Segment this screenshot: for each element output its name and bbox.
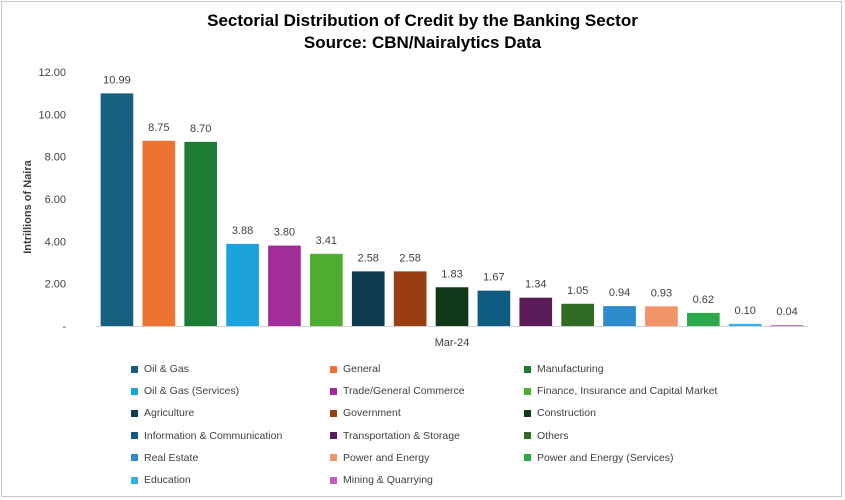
y-tick-label: 4.00 (45, 236, 66, 248)
data-label: 1.34 (525, 279, 546, 291)
y-axis: - 2.00 4.00 6.00 8.00 10.00 12.00 (38, 67, 66, 333)
data-label: 2.58 (358, 252, 379, 264)
chart-title-block: Sectorial Distribution of Credit by the … (0, 10, 845, 54)
bar (645, 306, 678, 326)
bar (100, 93, 134, 326)
bar (393, 271, 427, 326)
bar (728, 323, 762, 326)
y-tick-label: 10.00 (38, 109, 66, 121)
x-category-label: Mar-24 (435, 337, 470, 349)
bar (603, 306, 636, 326)
bar (686, 312, 720, 326)
data-label: 8.70 (190, 123, 211, 135)
bar (770, 325, 804, 326)
data-label: 8.75 (148, 122, 169, 134)
bar (226, 243, 259, 326)
bar (519, 297, 553, 326)
y-tick-label: 12.00 (38, 67, 66, 79)
y-tick-label: - (62, 321, 66, 333)
data-label: 10.99 (103, 74, 131, 86)
data-label: 3.88 (232, 225, 253, 237)
chart-subtitle: Source: CBN/Nairalytics Data (303, 33, 542, 52)
data-label: 1.67 (483, 272, 504, 284)
bar (351, 271, 385, 326)
bar (268, 245, 301, 326)
bar (477, 290, 511, 326)
data-label: 1.05 (567, 285, 588, 297)
bar (184, 141, 218, 326)
y-axis-title: Intrillions of Naira (22, 159, 34, 253)
bar-series (100, 93, 804, 326)
chart-title: Sectorial Distribution of Credit by the … (207, 11, 638, 30)
data-label: 2.58 (399, 252, 420, 264)
bar (142, 140, 176, 326)
data-label: 0.10 (734, 305, 755, 317)
data-label: 3.80 (274, 227, 295, 239)
y-tick-label: 8.00 (45, 152, 66, 164)
y-tick-label: 6.00 (45, 194, 66, 206)
bar (561, 303, 594, 326)
data-label: 0.93 (651, 287, 672, 299)
data-label: 0.62 (693, 294, 714, 306)
bar (310, 253, 343, 326)
data-labels: 10.99 8.75 8.70 3.88 3.80 3.41 2.58 2.58 1.83 1.6… (103, 74, 798, 318)
data-label: 0.94 (609, 287, 630, 299)
data-label: 3.41 (316, 235, 337, 247)
data-label: 1.83 (441, 268, 462, 280)
bar (435, 287, 469, 326)
data-label: 0.04 (776, 306, 797, 318)
y-tick-label: 2.00 (45, 279, 66, 291)
